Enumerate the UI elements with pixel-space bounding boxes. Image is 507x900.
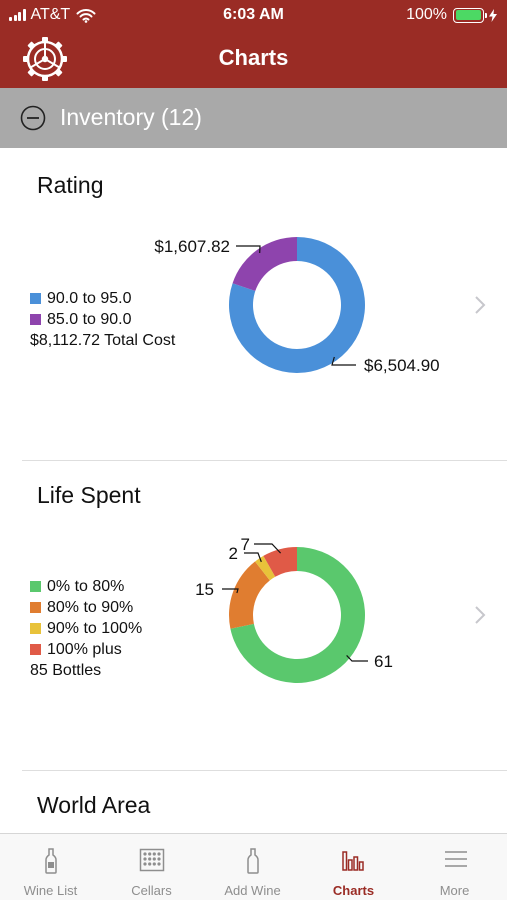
legend-label: 90% to 100%	[47, 620, 143, 637]
menu-icon	[444, 851, 467, 867]
chevron-right-icon[interactable]	[472, 293, 488, 317]
status-left: AT&T	[9, 6, 96, 24]
legend-label: 0% to 80%	[47, 578, 125, 595]
leader-line	[244, 552, 262, 563]
carrier: AT&T	[30, 6, 71, 23]
donut-slice[interactable]	[263, 547, 297, 577]
legend-label: 85.0 to 90.0	[47, 311, 132, 328]
rating-summary: $8,112.72 Total Cost	[30, 330, 175, 351]
bar-chart-icon	[341, 851, 364, 871]
life-spent-legend: 0% to 80% 80% to 90% 90% to 100% 100% pl…	[30, 576, 142, 681]
divider	[22, 460, 507, 461]
nav-bar: Charts	[0, 32, 507, 88]
tab-label: Wine List	[23, 883, 78, 898]
status-right: 100%	[406, 6, 497, 24]
status-bar: AT&T 6:03 AM 100%	[0, 0, 507, 32]
tab-add-wine[interactable]: Add Wine	[202, 834, 303, 900]
rating-legend: 90.0 to 95.0 85.0 to 90.0 $8,112.72 Tota…	[30, 288, 175, 351]
signal-icon	[9, 9, 26, 21]
divider	[22, 770, 507, 771]
tab-charts[interactable]: Charts	[303, 834, 404, 900]
tab-more[interactable]: More	[404, 834, 507, 900]
wifi-icon	[76, 8, 96, 23]
legend-swatch	[30, 314, 41, 325]
data-label: $6,504.90	[364, 356, 440, 375]
bottle-count: 85 Bottles	[30, 662, 102, 679]
battery-percent: 100%	[406, 6, 447, 23]
legend-label: 80% to 90%	[47, 599, 134, 616]
legend-swatch	[30, 602, 41, 613]
donut-slice[interactable]	[255, 555, 276, 581]
data-label: $1,607.82	[154, 237, 230, 256]
rating-section-title: Rating	[37, 172, 104, 198]
leader-line	[331, 356, 356, 366]
donut-slice[interactable]	[229, 237, 365, 373]
charts-content[interactable]: Rating 90.0 to 95.0 85.0 to 90.0 $8,112.…	[0, 148, 507, 833]
charging-bolt-icon	[489, 8, 497, 22]
legend-swatch	[30, 293, 41, 304]
life-spent-summary: 85 Bottles	[30, 660, 142, 681]
legend-entry: 90% to 100%	[30, 618, 142, 639]
tab-wine-list[interactable]: Wine List	[0, 834, 101, 900]
bottle-icon	[44, 848, 57, 874]
rating-total-cost: $8,112.72 Total Cost	[30, 332, 176, 349]
data-label: 2	[229, 544, 238, 563]
world-area-section-title: World Area	[37, 792, 151, 818]
tab-label: More	[439, 883, 470, 898]
data-label: 61	[374, 652, 393, 671]
legend-entry: 100% plus	[30, 639, 142, 660]
leader-line	[236, 245, 261, 254]
rating-donut-chart[interactable]: $6,504.90 $1,607.82	[110, 221, 470, 391]
tab-cellars[interactable]: Cellars	[101, 834, 202, 900]
page-title: Charts	[218, 45, 289, 70]
gear-icon[interactable]	[22, 36, 68, 82]
legend-entry: 85.0 to 90.0	[30, 309, 175, 330]
tab-bar: Wine List Cellars Add Wine Charts	[0, 833, 507, 900]
data-label: 7	[241, 535, 250, 554]
legend-entry: 90.0 to 95.0	[30, 288, 175, 309]
leader-line	[254, 543, 282, 554]
legend-label: 90.0 to 95.0	[47, 290, 132, 307]
inventory-header[interactable]: Inventory (12)	[0, 88, 507, 148]
donut-slice[interactable]	[229, 561, 270, 629]
legend-entry: 80% to 90%	[30, 597, 142, 618]
leader-line	[346, 655, 368, 662]
tab-label: Charts	[332, 883, 375, 898]
inventory-label: Inventory (12)	[60, 104, 202, 130]
minus-circle-icon[interactable]	[20, 105, 46, 131]
battery-icon	[453, 7, 487, 23]
legend-label: 100% plus	[47, 641, 122, 658]
legend-swatch	[30, 581, 41, 592]
tab-label: Cellars	[131, 883, 172, 898]
legend-swatch	[30, 623, 41, 634]
data-label: 15	[195, 580, 214, 599]
leader-line	[222, 588, 239, 594]
chevron-right-icon[interactable]	[472, 603, 488, 627]
life-spent-donut-chart[interactable]: 61 15 2 7	[110, 531, 470, 701]
life-spent-section-title: Life Spent	[37, 482, 141, 508]
legend-entry: 0% to 80%	[30, 576, 142, 597]
add-bottle-icon	[246, 848, 259, 874]
legend-swatch	[30, 644, 41, 655]
cellar-rack-icon	[139, 848, 164, 872]
status-time: 6:03 AM	[223, 6, 284, 23]
donut-slice[interactable]	[232, 237, 297, 291]
donut-slice[interactable]	[230, 547, 365, 683]
tab-label: Add Wine	[224, 883, 281, 898]
